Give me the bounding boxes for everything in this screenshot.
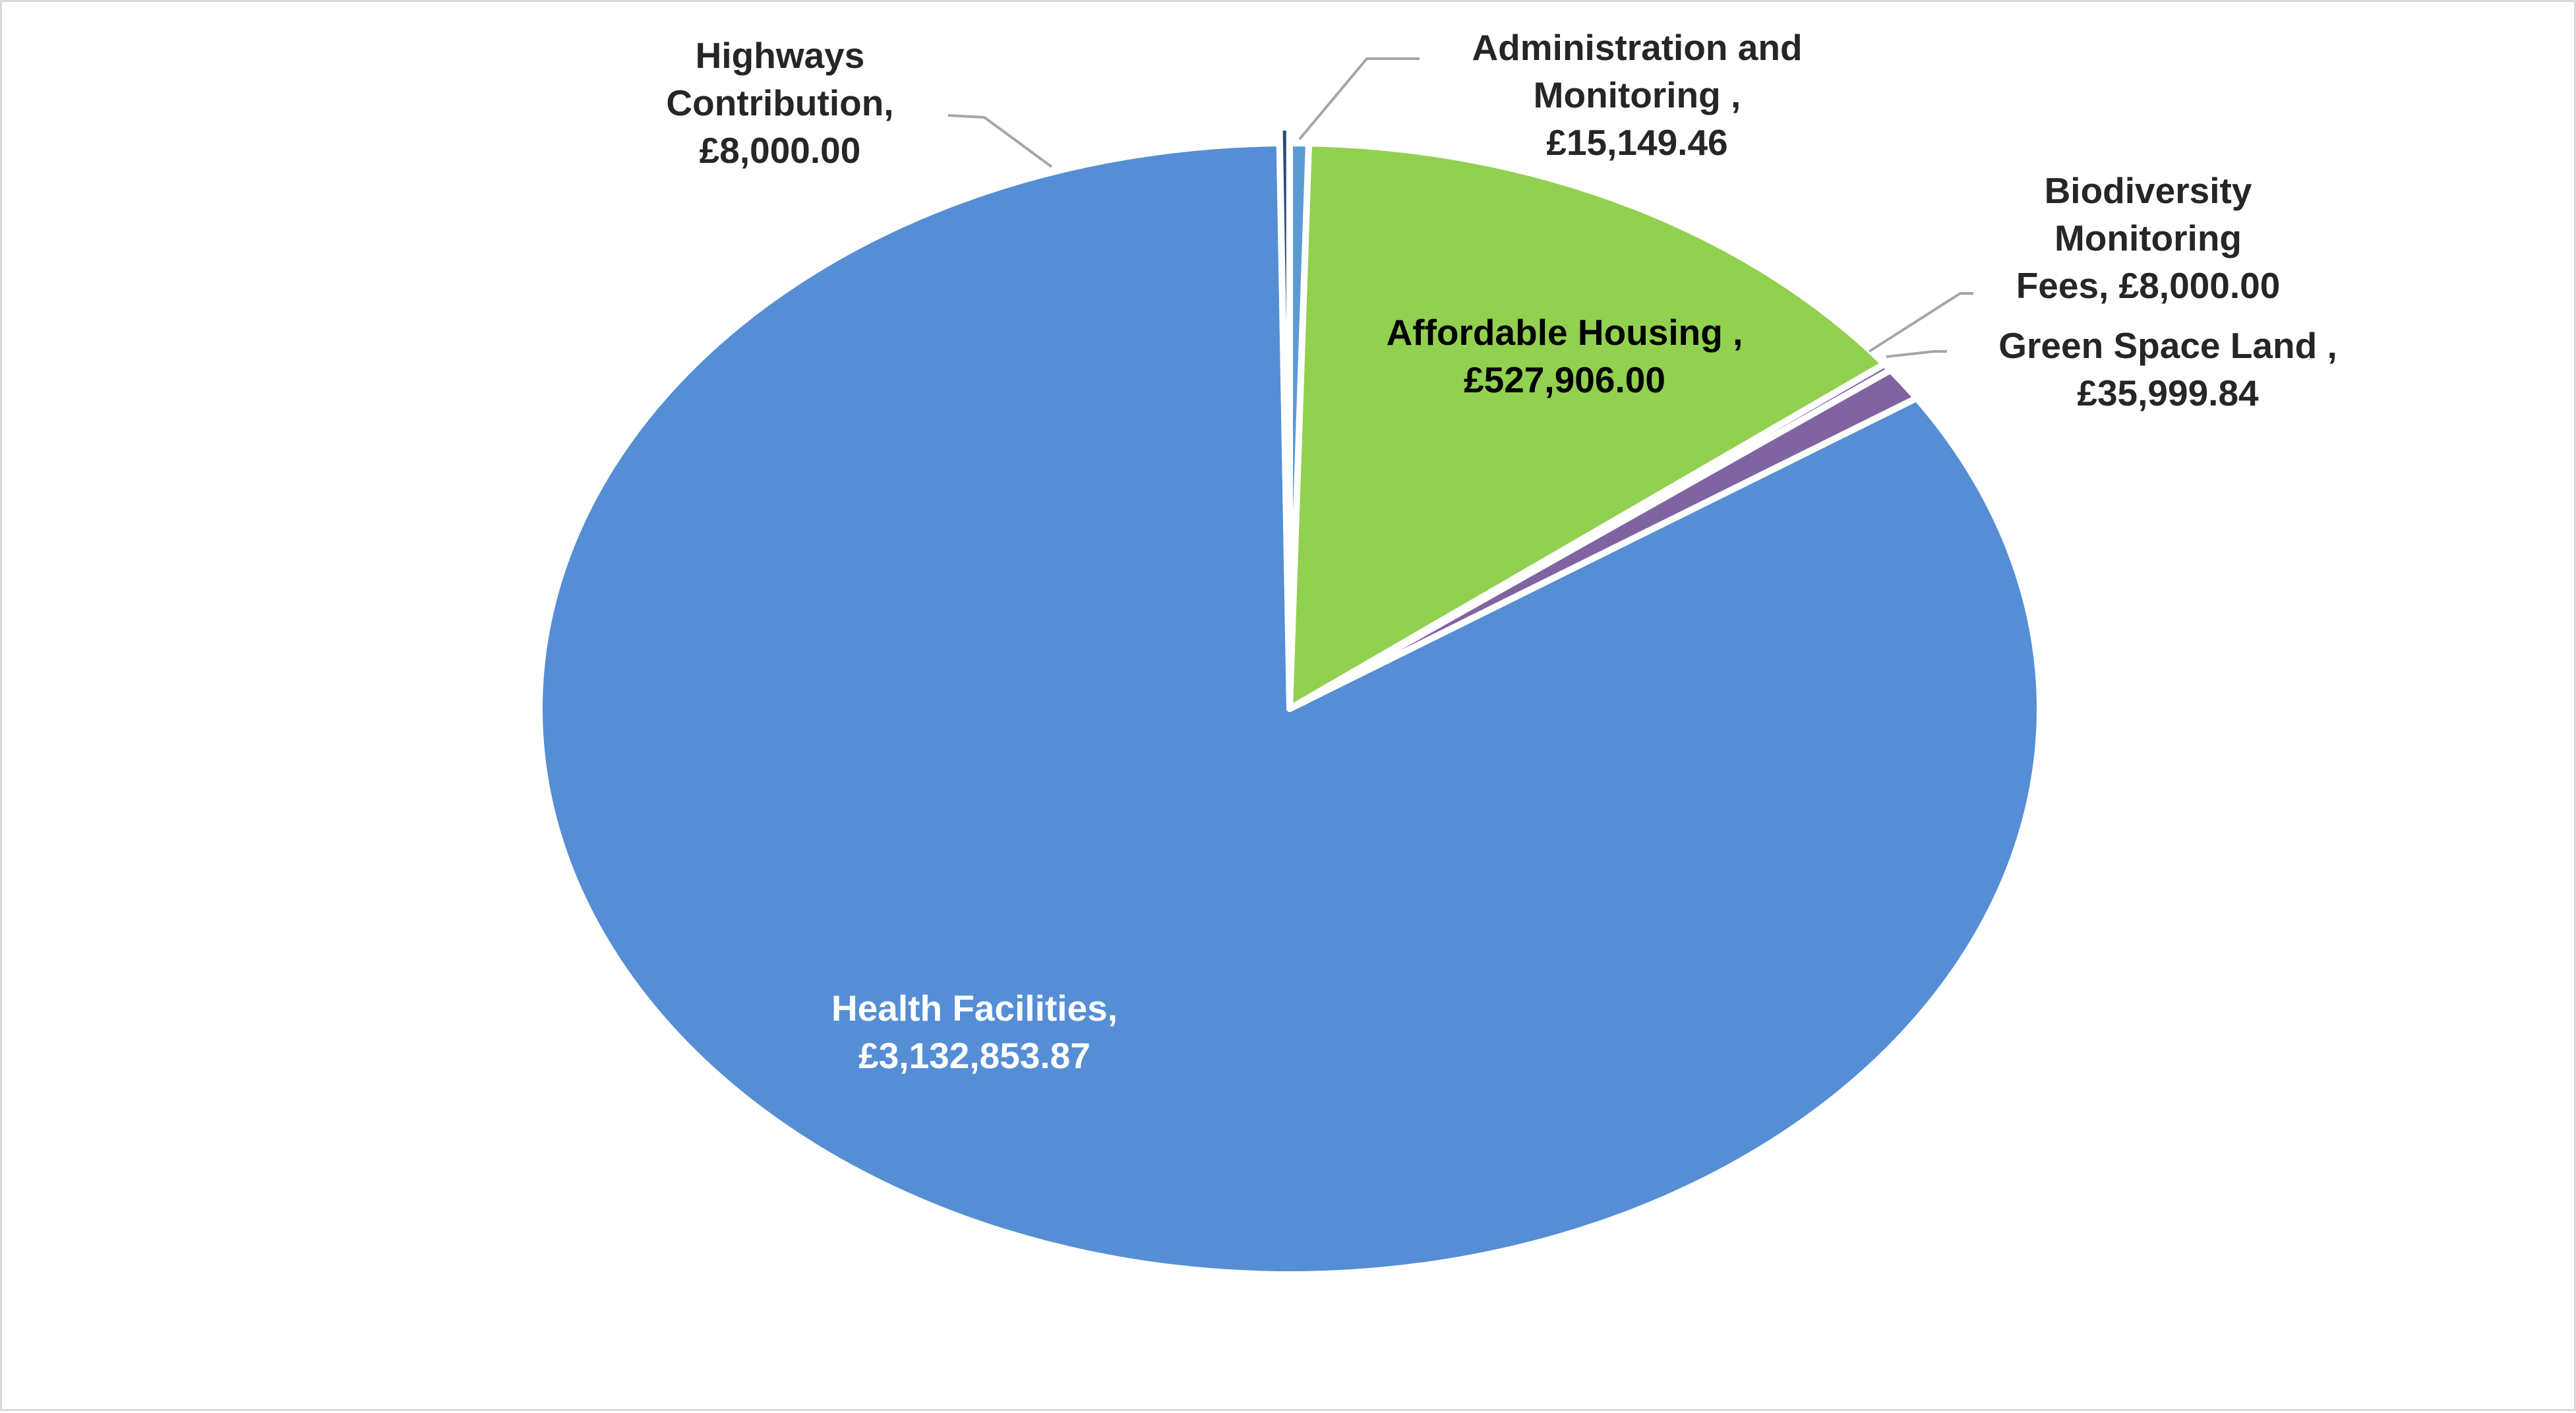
- leader-line-biodiversity-monitoring-fees: [1868, 292, 1973, 353]
- leader-line-green-space-land: [1886, 350, 1947, 358]
- leader-lines-layer: [947, 57, 1973, 358]
- data-label-affordable-housing: Affordable Housing , £527,906.00: [1387, 312, 1743, 400]
- data-label-highways-contribution: Highways Contribution, £8,000.00: [666, 35, 893, 171]
- data-label-biodiversity-monitoring-fees: Biodiversity Monitoring Fees, £8,000.00: [2016, 170, 2281, 306]
- data-label-green-space-land: Green Space Land , £35,999.84: [1998, 325, 2337, 413]
- slices-layer: [535, 124, 2043, 1278]
- leader-line-administration-and-monitoring: [1298, 57, 1420, 140]
- pie-slice-highways-contribution: [1276, 124, 1293, 696]
- labels-layer: Administration and Monitoring , £15,149.46…: [666, 27, 2337, 1076]
- data-label-administration-and-monitoring: Administration and Monitoring , £15,149.46: [1472, 27, 1802, 163]
- data-label-health-facilities: Health Facilities, £3,132,853.87: [831, 988, 1118, 1076]
- pie-slice-health-facilities: [535, 140, 2043, 1278]
- pie-slice-affordable-housing: [1286, 140, 1888, 712]
- leader-line-highways-contribution: [947, 114, 1053, 168]
